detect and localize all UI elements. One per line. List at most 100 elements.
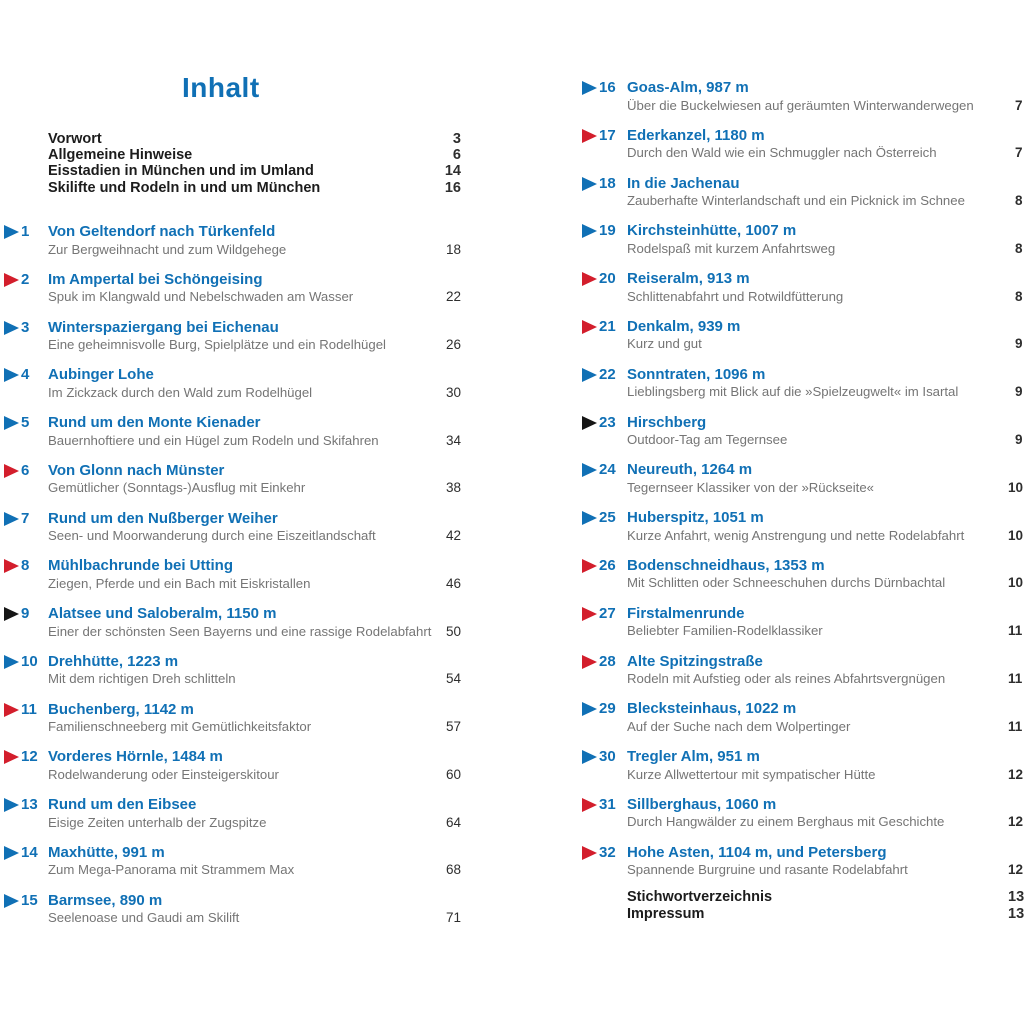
back-matter-row: Impressum 13	[578, 906, 1024, 923]
entry-page-number: 26	[445, 337, 461, 352]
entry-number: 23	[599, 413, 616, 431]
entry-page-number: 11	[1008, 671, 1023, 687]
back-matter-page-number: 13	[1008, 889, 1024, 905]
entry-subtitle: Tegernseer Klassiker von der »Rückseite«	[627, 479, 875, 495]
entry-subtitle: Seelenoase und Gaudi am Skilift	[48, 910, 240, 925]
entry-number: 29	[599, 700, 616, 718]
entry-title: Aubinger Lohe	[48, 366, 154, 384]
entry-title: Im Ampertal bei Schöngeising	[48, 270, 263, 288]
toc-entry: 14 Maxhütte, 991 m Zum Mega-Panorama mit…	[0, 844, 461, 892]
toc-entry: 29 Blecksteinhaus, 1022 m Auf der Suche …	[578, 700, 1024, 748]
entry-marker-arrow-icon	[582, 797, 597, 812]
entry-marker-arrow-icon	[582, 558, 597, 573]
entry-subtitle: Eisige Zeiten unterhalb der Zugspitze	[48, 814, 267, 830]
toc-entry: 6 Von Glonn nach Münster Gemütlicher (So…	[0, 462, 461, 510]
entry-number: 13	[21, 796, 38, 813]
entry-subtitle: Bauernhoftiere und ein Hügel zum Rodeln …	[48, 432, 379, 448]
entry-page-number: 8	[1015, 288, 1023, 304]
entry-subtitle: Durch Hangwälder zu einem Berghaus mit G…	[627, 814, 945, 830]
entry-title: Sillberghaus, 1060 m	[627, 795, 777, 813]
entry-marker-arrow-icon	[582, 415, 597, 430]
entry-page-number: 7	[1015, 145, 1023, 161]
front-matter-row: Eisstadien in München und im Umland 14	[48, 163, 461, 179]
entry-page-number: 12	[1008, 766, 1024, 782]
entry-page-number: 9	[1015, 432, 1023, 448]
toc-entry: 27 Firstalmenrunde Beliebter Familien-Ro…	[578, 605, 1024, 653]
entry-number: 12	[21, 748, 38, 766]
entry-title: Von Glonn nach Münster	[48, 461, 225, 479]
toc-entry: 3 Winterspaziergang bei Eichenau Eine ge…	[0, 319, 461, 367]
entry-page-number: 9	[1015, 336, 1023, 352]
entry-number: 18	[599, 174, 616, 192]
toc-entry: 21 Denkalm, 939 m Kurz und gut 9	[578, 318, 1024, 366]
entry-marker-arrow-icon	[4, 368, 19, 383]
entry-subtitle: Spannende Burgruine und rasante Rodelabf…	[627, 862, 908, 878]
entry-number: 22	[599, 365, 616, 383]
entry-marker-arrow-icon	[4, 559, 19, 574]
entry-title: Maxhütte, 991 m	[48, 843, 165, 861]
entry-page-number: 60	[445, 766, 461, 782]
entry-title: Von Geltendorf nach Türkenfeld	[48, 223, 276, 240]
entry-title: Denkalm, 939 m	[627, 317, 741, 335]
entry-marker-arrow-icon	[582, 272, 597, 287]
entry-page-number: 12	[1008, 814, 1024, 830]
entry-subtitle: Rodelwanderung oder Einsteigerskitour	[48, 766, 279, 782]
entry-page-number: 30	[445, 384, 461, 400]
entry-page-number: 8	[1015, 193, 1023, 209]
entry-page-number: 68	[445, 862, 461, 878]
toc-entry: 31 Sillberghaus, 1060 m Durch Hangwälder…	[578, 796, 1024, 844]
toc-entry: 4 Aubinger Lohe Im Zickzack durch den Wa…	[0, 366, 461, 414]
entry-page-number: 42	[445, 528, 461, 543]
entry-subtitle: Rodeln mit Aufstieg oder als reines Abfa…	[627, 671, 946, 687]
entry-title: Rund um den Nußberger Weiher	[48, 509, 278, 527]
entry-title: Winterspaziergang bei Eichenau	[48, 318, 279, 336]
entry-marker-arrow-icon	[582, 511, 597, 526]
toc-column-right: 16 Goas-Alm, 987 m Über die Buckelwiesen…	[578, 79, 1024, 892]
entry-number: 10	[21, 652, 38, 670]
entry-page-number: 10	[1008, 527, 1024, 543]
entry-title: Goas-Alm, 987 m	[627, 79, 749, 96]
entry-title: Blecksteinhaus, 1022 m	[627, 700, 797, 718]
page-title: Inhalt	[182, 72, 260, 103]
front-matter-row: Allgemeine Hinweise 6	[48, 147, 461, 163]
toc-entry: 16 Goas-Alm, 987 m Über die Buckelwiesen…	[578, 79, 1024, 127]
toc-column-left: 1 Von Geltendorf nach Türkenfeld Zur Ber…	[0, 223, 461, 939]
entry-marker-arrow-icon	[582, 845, 597, 860]
front-matter-list: Vorwort 3 Allgemeine Hinweise 6 Eisstadi…	[48, 131, 461, 196]
entry-subtitle: Mit dem richtigen Dreh schlitteln	[48, 671, 236, 687]
toc-entry: 7 Rund um den Nußberger Weiher Seen- und…	[0, 510, 461, 558]
front-matter-label: Vorwort	[48, 131, 102, 147]
entry-subtitle: Ziegen, Pferde und ein Bach mit Eiskrist…	[48, 575, 311, 591]
entry-title: Kirchsteinhütte, 1007 m	[627, 222, 797, 240]
entry-marker-arrow-icon	[4, 845, 19, 860]
front-matter-label: Allgemeine Hinweise	[48, 147, 193, 164]
entry-marker-arrow-icon	[4, 511, 19, 526]
entry-number: 21	[599, 317, 616, 335]
entry-marker-arrow-icon	[582, 319, 597, 334]
entry-subtitle: Seen- und Moorwanderung durch eine Eisze…	[48, 528, 376, 543]
entry-page-number: 7	[1015, 97, 1023, 113]
entry-marker-arrow-icon	[4, 654, 19, 669]
toc-entry: 5 Rund um den Monte Kienader Bauernhofti…	[0, 414, 461, 462]
entry-marker-arrow-icon	[4, 463, 19, 478]
front-matter-row: Skilifte und Rodeln in und um München 16	[48, 180, 461, 196]
entry-subtitle: Familienschneeberg mit Gemütlichkeitsfak…	[48, 719, 312, 734]
entry-title: Alte Spitzingstraße	[627, 652, 763, 670]
entry-marker-arrow-icon	[582, 750, 597, 765]
entry-title: Vorderes Hörnle, 1484 m	[48, 748, 223, 766]
entry-page-number: 12	[1008, 862, 1024, 878]
entry-page-number: 50	[445, 623, 461, 639]
entry-marker-arrow-icon	[582, 367, 597, 382]
toc-entry: 11 Buchenberg, 1142 m Familienschneeberg…	[0, 701, 461, 749]
entry-subtitle: Rodelspaß mit kurzem Anfahrtsweg	[627, 240, 836, 256]
entry-number: 27	[599, 604, 616, 622]
entry-title: Rund um den Monte Kienader	[48, 414, 261, 431]
entry-page-number: 8	[1015, 240, 1023, 256]
entry-number: 14	[21, 843, 38, 861]
entry-title: Bodenschneidhaus, 1353 m	[627, 556, 825, 574]
entry-number: 7	[21, 509, 30, 527]
toc-entry: 8 Mühlbachrunde bei Utting Ziegen, Pferd…	[0, 557, 461, 605]
entry-marker-arrow-icon	[4, 320, 19, 335]
entry-title: Hirschberg	[627, 413, 707, 431]
entry-title: Drehhütte, 1223 m	[48, 652, 179, 670]
